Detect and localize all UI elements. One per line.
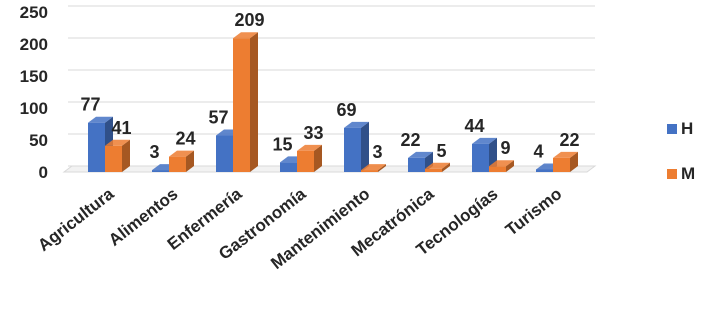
bar-front-face bbox=[553, 157, 570, 172]
bars bbox=[88, 32, 578, 172]
bar-M-Mecatrónica bbox=[425, 162, 450, 172]
data-label-M-Turismo: 22 bbox=[559, 130, 579, 150]
legend-label-H: H bbox=[681, 119, 693, 138]
data-label-H-Alimentos: 3 bbox=[149, 142, 159, 162]
bar-top-face bbox=[297, 144, 322, 151]
bar-top-face bbox=[105, 139, 130, 146]
bar-top-face bbox=[472, 137, 497, 144]
bar-side-face bbox=[378, 164, 386, 172]
y-tick-label: 250 bbox=[20, 3, 48, 22]
bar-H-Mecatrónica bbox=[408, 151, 433, 172]
y-axis-ticks: 0 50 100 150 200 250 bbox=[20, 3, 48, 182]
data-label-M-Enfermería: 209 bbox=[234, 10, 264, 30]
data-label-H-Enfermería: 57 bbox=[208, 108, 228, 128]
bar-side-face bbox=[314, 144, 322, 172]
bar-top-face bbox=[425, 162, 450, 169]
bar-top-face bbox=[88, 116, 113, 123]
data-label-M-Mecatrónica: 5 bbox=[436, 141, 446, 161]
bar-front-face bbox=[152, 170, 169, 172]
bar-H-Mantenimiento bbox=[344, 121, 369, 172]
bar-front-face bbox=[105, 145, 122, 172]
data-label-H-Agricultura: 77 bbox=[80, 95, 100, 115]
x-tick-label: Agricultura bbox=[34, 184, 118, 255]
bar-top-face bbox=[408, 151, 433, 158]
data-label-H-Turismo: 4 bbox=[533, 141, 543, 161]
bar-top-face bbox=[489, 160, 514, 167]
bar-front-face bbox=[88, 122, 105, 172]
bar-front-face bbox=[297, 150, 314, 172]
bar-front-face bbox=[489, 166, 506, 172]
chart-floor-plane bbox=[62, 165, 597, 173]
bar-front-face bbox=[425, 168, 442, 172]
bar-top-face bbox=[361, 164, 386, 171]
bar-side-face bbox=[506, 160, 514, 172]
bar-side-face bbox=[442, 162, 450, 172]
data-label-M-Alimentos: 24 bbox=[175, 129, 195, 149]
data-label-H-Mecatrónica: 22 bbox=[400, 130, 420, 150]
data-label-H-Gastronomía: 15 bbox=[272, 134, 292, 154]
bar-M-Tecnologías bbox=[489, 160, 514, 172]
bar-side-face bbox=[361, 121, 369, 172]
y-tick-label: 50 bbox=[29, 131, 48, 150]
bar-M-Gastronomía bbox=[297, 144, 322, 172]
y-tick-label: 100 bbox=[20, 99, 48, 118]
bar-M-Agricultura bbox=[105, 139, 130, 172]
legend-swatch-H bbox=[667, 124, 677, 134]
y-tick-label: 200 bbox=[20, 35, 48, 54]
bar-front-face bbox=[216, 135, 233, 172]
bar-M-Alimentos bbox=[169, 150, 194, 172]
bar-front-face bbox=[233, 38, 250, 172]
y-tick-label: 150 bbox=[20, 67, 48, 86]
legend-swatch-M bbox=[667, 169, 677, 179]
bar-side-face bbox=[186, 150, 194, 172]
x-tick-label: Turismo bbox=[502, 184, 566, 239]
data-label-M-Mantenimiento: 3 bbox=[372, 142, 382, 162]
bar-front-face bbox=[280, 162, 297, 172]
bar-top-face bbox=[344, 121, 369, 128]
data-label-M-Gastronomía: 33 bbox=[303, 123, 323, 143]
bar-M-Mantenimiento bbox=[361, 164, 386, 172]
gridlines bbox=[68, 5, 595, 167]
bar-front-face bbox=[536, 169, 553, 172]
bar-top-face bbox=[233, 32, 258, 39]
bar-front-face bbox=[408, 157, 425, 172]
bar-front-face bbox=[361, 170, 378, 172]
bar-front-face bbox=[472, 143, 489, 172]
bar-front-face bbox=[344, 127, 361, 172]
data-label-M-Agricultura: 41 bbox=[111, 118, 131, 138]
x-axis-ticks: AgriculturaAlimentosEnfermeríaGastronomí… bbox=[34, 184, 565, 273]
data-label-H-Tecnologías: 44 bbox=[464, 116, 484, 136]
data-label-M-Tecnologías: 9 bbox=[500, 138, 510, 158]
y-tick-label: 0 bbox=[39, 163, 48, 182]
bar-M-Enfermería bbox=[233, 32, 258, 172]
bar-side-face bbox=[250, 32, 258, 172]
bar-side-face bbox=[570, 151, 578, 172]
bar-top-face bbox=[553, 151, 578, 158]
bar-top-face bbox=[169, 150, 194, 157]
chart-floor bbox=[62, 165, 597, 173]
bar-M-Turismo bbox=[553, 151, 578, 172]
legend: HM bbox=[667, 119, 695, 183]
bar-front-face bbox=[169, 156, 186, 172]
bar-side-face bbox=[122, 139, 130, 172]
data-labels: 77 41 3 24 57 209 15 33 69 3 22 5 44 9 4 22 bbox=[80, 10, 579, 162]
legend-label-M: M bbox=[681, 164, 695, 183]
data-label-H-Mantenimiento: 69 bbox=[336, 100, 356, 120]
